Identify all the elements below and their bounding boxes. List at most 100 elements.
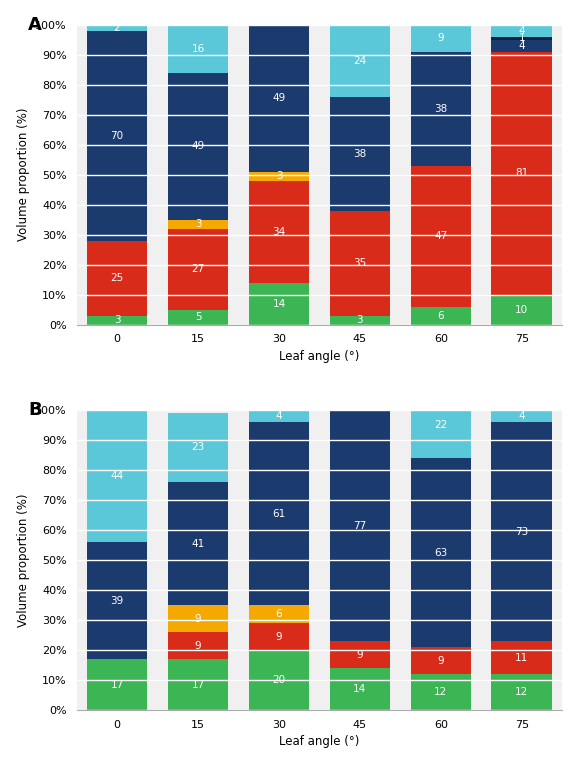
Bar bbox=[87, 410, 148, 542]
Bar bbox=[168, 310, 228, 325]
Bar bbox=[87, 316, 148, 325]
Text: 9: 9 bbox=[438, 656, 444, 666]
Text: 61: 61 bbox=[272, 509, 285, 519]
Bar bbox=[492, 295, 552, 325]
Text: 38: 38 bbox=[434, 104, 448, 114]
Y-axis label: Volume proportion (%): Volume proportion (%) bbox=[17, 493, 30, 627]
Bar bbox=[87, 24, 148, 31]
Bar bbox=[492, 37, 552, 40]
Bar bbox=[87, 542, 148, 659]
Text: 81: 81 bbox=[515, 168, 529, 178]
Bar bbox=[411, 52, 471, 166]
Bar bbox=[168, 24, 228, 73]
Bar bbox=[168, 659, 228, 710]
Bar bbox=[492, 410, 552, 422]
Text: 20: 20 bbox=[272, 675, 285, 685]
Text: 10: 10 bbox=[515, 304, 529, 314]
Text: 9: 9 bbox=[195, 614, 201, 623]
Bar bbox=[248, 171, 309, 181]
Bar bbox=[248, 410, 309, 422]
Bar bbox=[248, 422, 309, 605]
Text: 14: 14 bbox=[353, 684, 367, 694]
X-axis label: Leaf angle (°): Leaf angle (°) bbox=[279, 735, 360, 748]
Bar bbox=[248, 283, 309, 325]
Bar bbox=[411, 647, 471, 674]
Text: A: A bbox=[28, 16, 42, 34]
Text: 25: 25 bbox=[111, 273, 124, 283]
Bar bbox=[492, 24, 552, 37]
Bar bbox=[168, 220, 228, 229]
Text: 3: 3 bbox=[113, 315, 120, 325]
Text: 3: 3 bbox=[276, 171, 283, 181]
Bar bbox=[329, 24, 390, 96]
Text: 14: 14 bbox=[272, 299, 285, 309]
Text: 5: 5 bbox=[195, 312, 201, 322]
Text: 41: 41 bbox=[192, 539, 204, 549]
Text: 44: 44 bbox=[111, 471, 124, 481]
Bar bbox=[411, 307, 471, 325]
Text: 1: 1 bbox=[519, 33, 525, 43]
Text: 49: 49 bbox=[272, 93, 285, 103]
Text: 17: 17 bbox=[192, 679, 204, 689]
Bar bbox=[329, 410, 390, 641]
Bar bbox=[87, 31, 148, 241]
Bar bbox=[329, 316, 390, 325]
Text: 38: 38 bbox=[353, 148, 367, 158]
Bar bbox=[248, 181, 309, 283]
Text: 4: 4 bbox=[519, 411, 525, 421]
Text: 70: 70 bbox=[111, 131, 123, 141]
Bar bbox=[492, 674, 552, 710]
Text: 63: 63 bbox=[434, 548, 448, 558]
Text: 49: 49 bbox=[192, 142, 204, 151]
Bar bbox=[248, 24, 309, 171]
Bar bbox=[168, 482, 228, 605]
Bar bbox=[411, 24, 471, 52]
Text: 22: 22 bbox=[434, 420, 448, 430]
Bar bbox=[168, 229, 228, 310]
Text: 9: 9 bbox=[438, 33, 444, 43]
Text: 2: 2 bbox=[113, 23, 120, 33]
Bar bbox=[168, 413, 228, 482]
Text: 39: 39 bbox=[111, 595, 124, 606]
Bar bbox=[492, 422, 552, 641]
Text: 73: 73 bbox=[515, 526, 529, 536]
X-axis label: Leaf angle (°): Leaf angle (°) bbox=[279, 350, 360, 363]
Text: 6: 6 bbox=[438, 311, 444, 321]
Text: 35: 35 bbox=[353, 259, 367, 269]
Bar bbox=[492, 40, 552, 52]
Text: 47: 47 bbox=[434, 231, 448, 241]
Bar bbox=[329, 668, 390, 710]
Text: B: B bbox=[28, 401, 42, 419]
Bar bbox=[411, 392, 471, 458]
Text: 4: 4 bbox=[276, 411, 283, 421]
Bar bbox=[168, 73, 228, 220]
Bar bbox=[411, 458, 471, 647]
Text: 9: 9 bbox=[195, 640, 201, 650]
Text: 12: 12 bbox=[434, 687, 448, 697]
Bar bbox=[168, 632, 228, 659]
Y-axis label: Volume proportion (%): Volume proportion (%) bbox=[17, 108, 30, 242]
Bar bbox=[87, 659, 148, 710]
Text: 16: 16 bbox=[192, 44, 204, 54]
Text: 11: 11 bbox=[515, 653, 529, 662]
Bar bbox=[248, 623, 309, 650]
Bar bbox=[329, 96, 390, 210]
Text: 9: 9 bbox=[276, 632, 283, 642]
Text: 34: 34 bbox=[272, 226, 285, 236]
Text: 77: 77 bbox=[353, 520, 367, 530]
Bar bbox=[411, 166, 471, 307]
Bar bbox=[492, 641, 552, 674]
Text: 9: 9 bbox=[357, 649, 363, 659]
Bar bbox=[411, 674, 471, 710]
Bar bbox=[87, 241, 148, 316]
Bar bbox=[248, 605, 309, 623]
Text: 27: 27 bbox=[192, 264, 204, 275]
Text: 24: 24 bbox=[353, 56, 367, 66]
Text: 17: 17 bbox=[111, 679, 124, 689]
Text: 12: 12 bbox=[515, 687, 529, 697]
Bar bbox=[329, 641, 390, 668]
Text: 23: 23 bbox=[192, 442, 204, 452]
Bar bbox=[168, 605, 228, 632]
Bar bbox=[248, 650, 309, 710]
Bar bbox=[329, 210, 390, 316]
